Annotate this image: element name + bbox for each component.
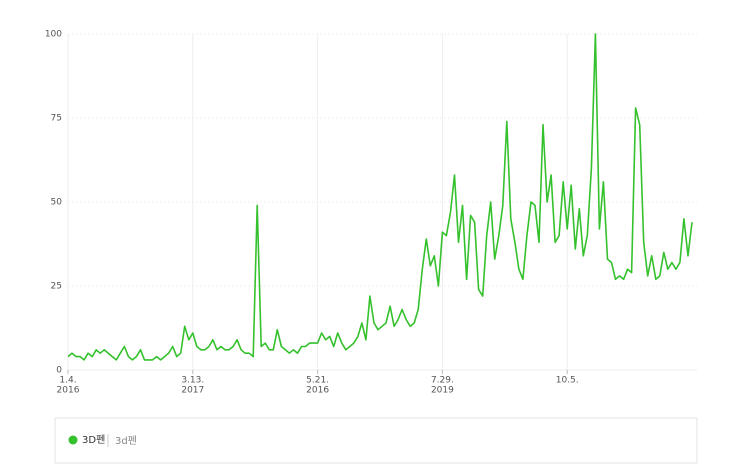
legend-box (54, 417, 698, 464)
y-tick-label: 50 (51, 198, 63, 208)
x-tick-sublabel: 2016 (57, 386, 80, 396)
x-tick-sublabel: 2019 (431, 386, 454, 396)
series-line (67, 33, 693, 361)
x-tick-label: 5.21. (306, 376, 329, 386)
y-tick-label: 0 (56, 366, 62, 376)
legend-label: 3D펜 (82, 434, 105, 446)
x-tick-sublabel: 2016 (306, 386, 329, 396)
legend-keywords: 3d펜 (115, 435, 137, 447)
x-tick-sublabel: 2017 (181, 386, 204, 396)
x-tick-label: 10.5. (556, 376, 579, 386)
x-tick-label: 1.4. (59, 376, 76, 386)
y-tick-label: 75 (51, 114, 62, 124)
legend-marker (68, 435, 78, 445)
y-tick-label: 100 (45, 30, 62, 40)
x-tick-label: 3.13. (181, 376, 204, 386)
y-tick-label: 25 (51, 282, 62, 292)
x-tick-label: 7.29. (431, 376, 454, 386)
